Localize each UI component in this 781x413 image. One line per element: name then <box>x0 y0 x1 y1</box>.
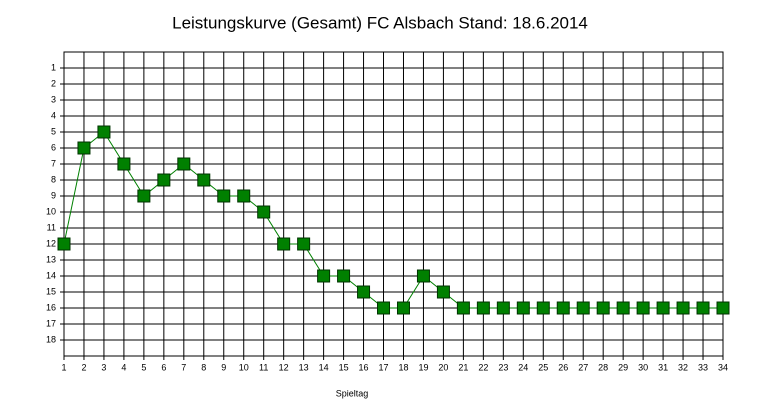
x-tick-label: 29 <box>618 362 628 372</box>
data-point <box>656 301 670 315</box>
y-tick-label: 16 <box>46 302 56 312</box>
y-tick-label: 8 <box>51 174 56 184</box>
y-tick-label: 13 <box>46 254 56 264</box>
data-line <box>63 131 723 309</box>
x-tick-label: 8 <box>201 362 206 372</box>
x-tick-label: 23 <box>498 362 508 372</box>
data-point <box>436 285 450 299</box>
x-tick-label: 7 <box>181 362 186 372</box>
x-tick-label: 27 <box>578 362 588 372</box>
x-tick-label: 24 <box>518 362 528 372</box>
data-point <box>536 301 550 315</box>
x-tick-label: 14 <box>319 362 329 372</box>
data-point <box>57 237 71 251</box>
x-tick-label: 28 <box>598 362 608 372</box>
data-point <box>476 301 490 315</box>
y-tick-label: 17 <box>46 318 56 328</box>
y-tick-label: 7 <box>51 158 56 168</box>
y-tick-label: 15 <box>46 286 56 296</box>
x-tick-label: 4 <box>121 362 126 372</box>
x-tick-label: 13 <box>299 362 309 372</box>
data-point <box>596 301 610 315</box>
y-tick-label: 5 <box>51 126 56 136</box>
data-point <box>317 269 331 283</box>
data-point <box>337 269 351 283</box>
x-tick-label: 12 <box>279 362 289 372</box>
data-point <box>257 205 271 219</box>
x-tick-label: 32 <box>678 362 688 372</box>
x-tick-label: 11 <box>259 362 268 372</box>
x-tick-label: 34 <box>718 362 728 372</box>
y-tick-label: 1 <box>51 62 56 72</box>
x-tick-label: 30 <box>638 362 648 372</box>
x-tick-label: 10 <box>239 362 249 372</box>
y-tick-label: 3 <box>51 94 56 104</box>
data-point <box>97 125 111 139</box>
data-point <box>396 301 410 315</box>
data-point <box>197 173 211 187</box>
data-point <box>177 157 191 171</box>
data-point <box>636 301 650 315</box>
data-point <box>237 189 251 203</box>
data-point <box>157 173 171 187</box>
data-point <box>297 237 311 251</box>
data-point <box>496 301 510 315</box>
data-point <box>576 301 590 315</box>
x-tick-label: 18 <box>398 362 408 372</box>
data-point <box>137 189 151 203</box>
y-tick-label: 9 <box>51 190 56 200</box>
data-point <box>456 301 470 315</box>
data-point <box>217 189 231 203</box>
x-tick-label: 1 <box>61 362 66 372</box>
data-point <box>616 301 630 315</box>
x-tick-label: 31 <box>658 362 668 372</box>
x-tick-label: 22 <box>478 362 488 372</box>
x-tick-label: 19 <box>418 362 428 372</box>
x-tick-label: 33 <box>698 362 708 372</box>
x-tick-label: 16 <box>359 362 369 372</box>
x-tick-label: 2 <box>81 362 86 372</box>
x-tick-label: 21 <box>458 362 468 372</box>
data-point <box>377 301 391 315</box>
data-point <box>117 157 131 171</box>
data-point <box>277 237 291 251</box>
data-point <box>357 285 371 299</box>
data-point <box>716 301 730 315</box>
x-tick-label: 20 <box>438 362 448 372</box>
data-point <box>77 141 91 155</box>
y-tick-label: 14 <box>46 270 56 280</box>
y-tick-label: 10 <box>46 206 56 216</box>
x-tick-label: 9 <box>221 362 226 372</box>
x-tick-label: 5 <box>141 362 146 372</box>
data-point <box>556 301 570 315</box>
y-tick-label: 6 <box>51 142 56 152</box>
y-tick-label: 11 <box>47 222 56 232</box>
data-point <box>696 301 710 315</box>
data-point <box>516 301 530 315</box>
x-tick-label: 17 <box>379 362 389 372</box>
y-tick-label: 4 <box>51 110 56 120</box>
x-tick-label: 6 <box>161 362 166 372</box>
x-tick-label: 15 <box>339 362 349 372</box>
x-tick-label: 3 <box>101 362 106 372</box>
y-tick-label: 2 <box>51 78 56 88</box>
x-axis-label: Spieltag <box>336 388 369 398</box>
chart-title: Leistungskurve (Gesamt) FC Alsbach Stand… <box>172 13 588 32</box>
x-tick-label: 26 <box>558 362 568 372</box>
data-point <box>416 269 430 283</box>
y-tick-label: 12 <box>46 238 56 248</box>
data-point <box>676 301 690 315</box>
x-tick-label: 25 <box>538 362 548 372</box>
y-tick-label: 18 <box>46 334 56 344</box>
